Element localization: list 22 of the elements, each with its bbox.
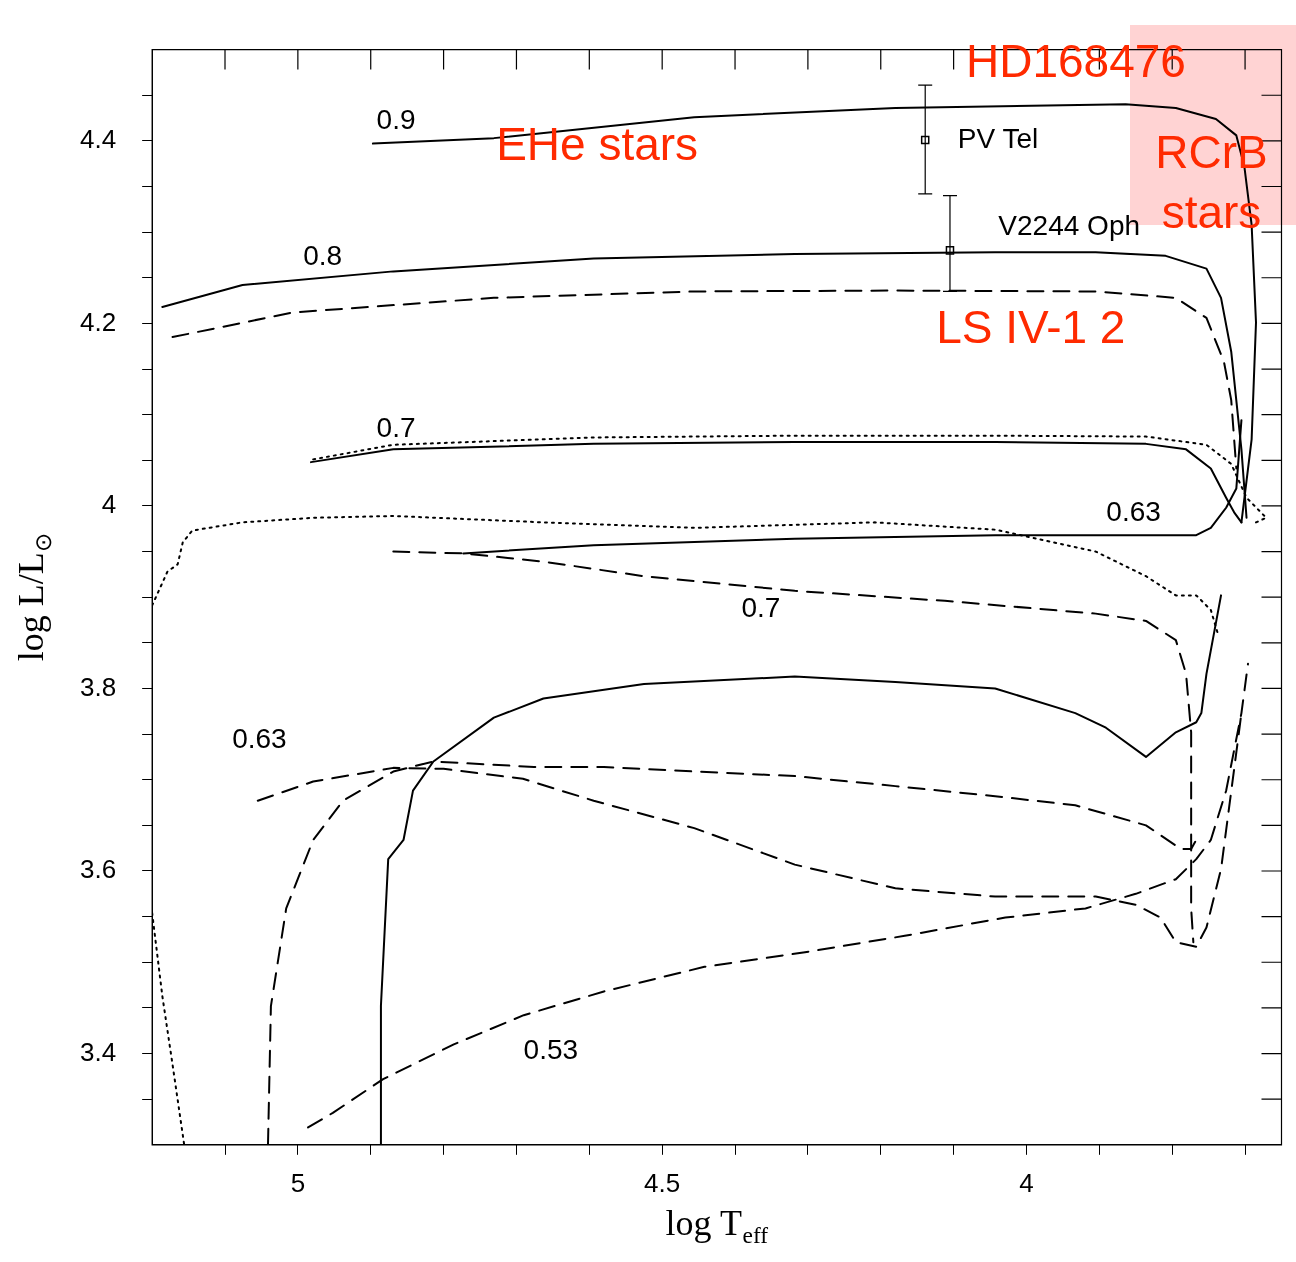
annotation: 0.63	[232, 723, 287, 755]
annotation: LS IV-1 2	[936, 300, 1126, 353]
annotation: 0.7	[376, 412, 416, 444]
annotation: EHe stars	[496, 117, 699, 170]
y-tick-label: 3.4	[79, 1036, 117, 1067]
x-tick-label: 5	[290, 1167, 306, 1198]
y-tick-label: 3.6	[79, 854, 117, 885]
x-tick-label: 4.5	[644, 1167, 681, 1198]
y-tick-label: 4	[101, 489, 117, 520]
annotation: 0.53	[523, 1034, 579, 1066]
annotation: V2244 Oph	[998, 209, 1141, 241]
y-tick-label: 4.4	[79, 124, 117, 155]
annotation: HD168476	[965, 34, 1186, 87]
annotation: 0.7	[741, 591, 781, 623]
y-axis-title: log L/L⊙	[11, 533, 56, 662]
y-tick-label: 4.2	[79, 306, 117, 337]
x-tick-label: 4	[1019, 1167, 1034, 1198]
y-tick-label: 3.8	[79, 671, 117, 702]
annotation: 0.63	[1106, 495, 1161, 527]
annotation: 0.9	[376, 103, 416, 135]
annotation: 0.8	[303, 240, 343, 272]
annotation: PV Tel	[957, 123, 1039, 155]
